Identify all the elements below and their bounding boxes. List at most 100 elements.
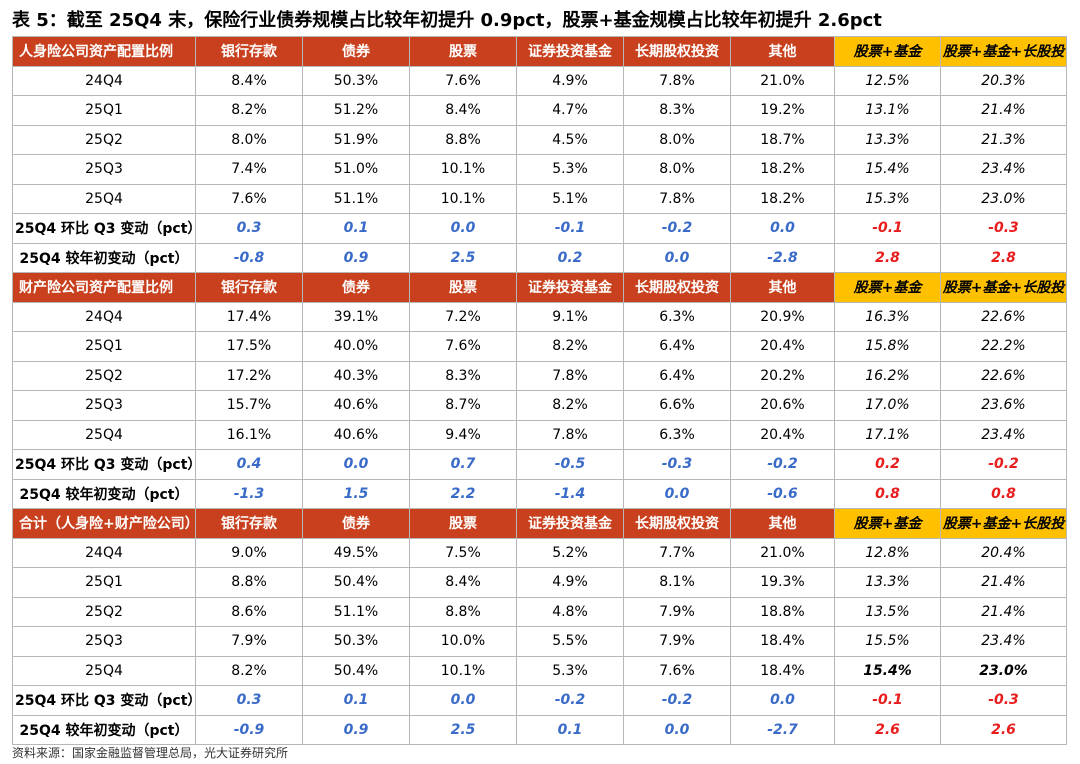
- table-cell: 5.2%: [516, 537, 624, 568]
- change-value: -1.4: [516, 478, 624, 509]
- table-cell: 5.3%: [516, 154, 624, 185]
- table-cell: 20.9%: [730, 301, 835, 332]
- table-cell: 9.0%: [195, 537, 303, 568]
- change-value: -0.2: [623, 685, 731, 716]
- table-row: 25Q4 8.2% 50.4% 10.1% 5.3% 7.6% 18.4% 15.4% 23.0…: [12, 655, 1067, 686]
- table-cell: 8.1%: [623, 567, 731, 598]
- table-cell: 51.1%: [302, 183, 410, 214]
- row-label: 25Q3: [12, 154, 196, 185]
- table-cell: 6.3%: [623, 419, 731, 450]
- row-label: 24Q4: [12, 65, 196, 96]
- column-header: 证券投资基金: [516, 36, 624, 67]
- row-label: 25Q2: [12, 124, 196, 155]
- table-cell: 7.4%: [195, 154, 303, 185]
- ytd-change-row: 25Q4 较年初变动（pct） -0.8 0.9 2.5 0.2 0.0 -2.8 2.8 2.…: [12, 242, 1067, 273]
- table-cell: 6.6%: [623, 390, 731, 421]
- column-header: 其他: [730, 36, 835, 67]
- row-label: 24Q4: [12, 537, 196, 568]
- table-cell: 7.8%: [516, 419, 624, 450]
- change-value: 0.0: [302, 449, 410, 480]
- change-value: 0.3: [195, 685, 303, 716]
- change-value: -0.1: [516, 213, 624, 244]
- table-cell: 8.3%: [409, 360, 517, 391]
- column-header: 长期股权投资: [623, 508, 731, 539]
- change-value: 2.2: [409, 478, 517, 509]
- source-note: 资料来源：国家金融监督管理总局，光大证券研究所: [12, 746, 289, 760]
- change-value: -0.3: [623, 449, 731, 480]
- table-cell: 7.5%: [409, 537, 517, 568]
- table-row: 24Q4 8.4% 50.3% 7.6% 4.9% 7.8% 21.0% 12.5% 20.3%: [12, 65, 1067, 96]
- table-cell: 15.8%: [834, 331, 941, 362]
- column-header: 股票: [409, 272, 517, 303]
- section-header-row: 合计（人身险+财产险公司） 银行存款 债券 股票 证券投资基金 长期股权投资 其他 股票+基金…: [12, 508, 1067, 539]
- table-cell: 19.3%: [730, 567, 835, 598]
- column-header: 债券: [302, 508, 410, 539]
- table-cell: 8.3%: [623, 95, 731, 126]
- change-value: 0.3: [195, 213, 303, 244]
- row-label: 25Q2: [12, 360, 196, 391]
- change-value: 0.2: [834, 449, 941, 480]
- table-cell: 15.7%: [195, 390, 303, 421]
- table-cell: 4.8%: [516, 596, 624, 627]
- table-cell: 20.6%: [730, 390, 835, 421]
- change-value: -1.3: [195, 478, 303, 509]
- change-value: 0.1: [302, 213, 410, 244]
- column-header: 长期股权投资: [623, 272, 731, 303]
- change-row-label: 25Q4 较年初变动（pct）: [12, 242, 196, 273]
- change-value: 0.9: [302, 714, 410, 745]
- table-cell: 5.5%: [516, 626, 624, 657]
- change-value: 0.2: [516, 242, 624, 273]
- column-header: 银行存款: [195, 36, 303, 67]
- section-header-row: 财产险公司资产配置比例 银行存款 债券 股票 证券投资基金 长期股权投资 其他 股票+基金 股票…: [12, 272, 1067, 303]
- column-header: 银行存款: [195, 272, 303, 303]
- table-cell: 8.2%: [516, 331, 624, 362]
- table-cell: 12.5%: [834, 65, 941, 96]
- row-label: 25Q1: [12, 331, 196, 362]
- table-cell: 51.2%: [302, 95, 410, 126]
- table-row: 25Q2 17.2% 40.3% 8.3% 7.8% 6.4% 20.2% 16.2% 22.6…: [12, 360, 1067, 391]
- table-cell: 7.9%: [623, 626, 731, 657]
- change-value: 0.7: [409, 449, 517, 480]
- change-value: 0.1: [302, 685, 410, 716]
- row-label: 25Q1: [12, 95, 196, 126]
- table-cell: 7.8%: [623, 65, 731, 96]
- table-cell: 12.8%: [834, 537, 941, 568]
- table-cell: 4.7%: [516, 95, 624, 126]
- table-cell: 8.2%: [195, 655, 303, 686]
- table-cell: 18.7%: [730, 124, 835, 155]
- row-label: 25Q3: [12, 390, 196, 421]
- qoq-change-row: 25Q4 环比 Q3 变动（pct） 0.3 0.1 0.0 -0.1 -0.2 0.0 -0…: [12, 213, 1067, 244]
- table-cell: 7.9%: [195, 626, 303, 657]
- table-cell: 23.4%: [940, 154, 1067, 185]
- ytd-change-row: 25Q4 较年初变动（pct） -1.3 1.5 2.2 -1.4 0.0 -0.6 0.8 0…: [12, 478, 1067, 509]
- table-title: 表 5：截至 25Q4 末，保险行业债券规模占比较年初提升 0.9pct，股票+…: [12, 10, 882, 31]
- table-cell: 18.2%: [730, 154, 835, 185]
- table-cell: 17.5%: [195, 331, 303, 362]
- table-cell: 8.4%: [195, 65, 303, 96]
- table-cell: 20.2%: [730, 360, 835, 391]
- change-row-label: 25Q4 环比 Q3 变动（pct）: [12, 449, 196, 480]
- table-cell: 40.6%: [302, 419, 410, 450]
- change-value: 0.1: [516, 714, 624, 745]
- table-cell: 40.6%: [302, 390, 410, 421]
- table-cell: 16.3%: [834, 301, 941, 332]
- table-cell: 8.8%: [409, 596, 517, 627]
- table-cell: 15.4%: [834, 655, 941, 686]
- table-cell: 21.3%: [940, 124, 1067, 155]
- change-value: 0.0: [730, 213, 835, 244]
- table-cell: 50.4%: [302, 655, 410, 686]
- change-value: -0.1: [834, 685, 941, 716]
- column-header: 银行存款: [195, 508, 303, 539]
- change-value: 2.8: [940, 242, 1067, 273]
- change-value: 0.0: [623, 714, 731, 745]
- table-cell: 8.0%: [623, 154, 731, 185]
- table-cell: 17.4%: [195, 301, 303, 332]
- table-cell: 23.0%: [940, 655, 1067, 686]
- table-cell: 8.2%: [516, 390, 624, 421]
- table-row: 25Q4 7.6% 51.1% 10.1% 5.1% 7.8% 18.2% 15.3% 23.0…: [12, 183, 1067, 214]
- column-header: 股票: [409, 508, 517, 539]
- change-value: 0.4: [195, 449, 303, 480]
- table-row: 25Q1 17.5% 40.0% 7.6% 8.2% 6.4% 20.4% 15.8% 22.2…: [12, 331, 1067, 362]
- table-cell: 10.1%: [409, 183, 517, 214]
- table-cell: 15.4%: [834, 154, 941, 185]
